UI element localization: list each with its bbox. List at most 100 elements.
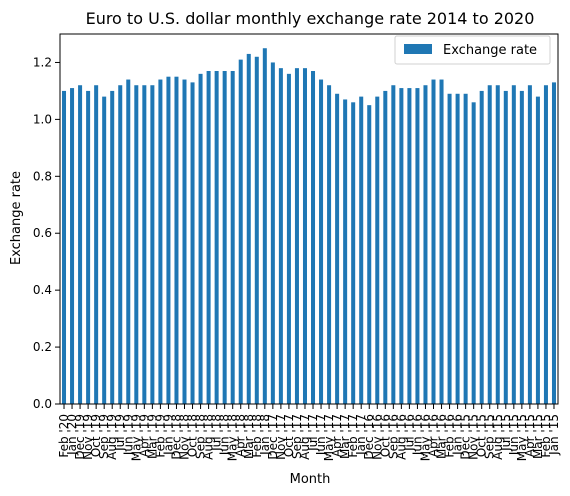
- x-tick-label: Oct '17: [282, 414, 296, 457]
- y-tick-label: 1.0: [33, 112, 52, 126]
- bar: [535, 96, 540, 404]
- x-tick-label: Mar '16: [435, 414, 449, 459]
- bar: [399, 88, 404, 405]
- y-tick-label: 0.4: [33, 283, 52, 297]
- x-tick-label: Nov '17: [274, 414, 288, 460]
- chart-title: Euro to U.S. dollar monthly exchange rat…: [86, 9, 535, 28]
- x-tick-label: Apr '15: [523, 414, 537, 457]
- bar: [134, 85, 139, 404]
- bar: [407, 88, 412, 405]
- bar: [126, 79, 131, 405]
- bar: [367, 105, 372, 405]
- bar: [463, 93, 468, 405]
- bar: [423, 85, 428, 404]
- x-tick-label: Feb '18: [250, 414, 264, 458]
- x-tick-label: Jul '15: [499, 414, 513, 452]
- x-tick-label: Aug '19: [105, 414, 119, 460]
- x-tick-label: Jan '19: [161, 414, 175, 456]
- bar: [519, 90, 524, 404]
- bar: [511, 85, 516, 404]
- bar: [198, 73, 203, 404]
- bar: [158, 79, 163, 405]
- x-tick-label: Jun '15: [507, 414, 521, 456]
- bar: [302, 68, 307, 405]
- bar: [110, 90, 115, 404]
- bar: [70, 88, 75, 405]
- bar: [495, 85, 500, 404]
- x-tick-label: Aug '16: [394, 414, 408, 460]
- bar: [294, 68, 299, 405]
- x-tick-label: Jul '19: [113, 414, 127, 452]
- bar: [503, 90, 508, 404]
- bar: [78, 85, 83, 404]
- x-tick-label: Oct '19: [89, 414, 103, 457]
- x-tick-label: May '16: [418, 414, 432, 461]
- x-tick-label: Nov '16: [370, 414, 384, 460]
- legend-box: [394, 35, 551, 65]
- x-tick-label: Jan '20: [65, 414, 79, 456]
- x-tick-label: Jun '16: [410, 414, 424, 456]
- x-tick-label: Feb '15: [539, 414, 553, 458]
- x-axis-label: Month: [290, 472, 331, 487]
- y-tick-label: 0.8: [33, 169, 52, 183]
- x-tick-label: Aug '15: [491, 414, 505, 460]
- x-tick-label: May '18: [226, 414, 240, 461]
- x-tick-label: Sep '16: [386, 414, 400, 459]
- x-tick-label: Feb '16: [443, 414, 457, 458]
- legend-label: Exchange rate: [443, 43, 537, 58]
- x-tick-label: Jul '18: [210, 414, 224, 452]
- x-tick-label: Mar '18: [242, 414, 256, 459]
- x-tick-label: Feb '19: [153, 414, 167, 458]
- x-tick-label: Apr '16: [427, 414, 441, 457]
- x-tick-label: Nov '15: [467, 414, 481, 460]
- x-tick-label: May '19: [129, 414, 143, 461]
- x-tick-label: Oct '15: [475, 414, 489, 457]
- x-tick-label: Apr '17: [330, 414, 344, 457]
- x-tick-label: Mar '19: [145, 414, 159, 459]
- x-tick-label: Jul '17: [306, 414, 320, 452]
- x-tick-label: Jun '18: [218, 414, 232, 456]
- legend: Exchange rate: [394, 35, 551, 65]
- y-tick-label: 0.6: [33, 226, 52, 240]
- x-tick-label: Sep '17: [290, 414, 304, 459]
- bar: [150, 85, 155, 404]
- x-tick-label: Dec '18: [169, 414, 183, 460]
- bar: [246, 53, 251, 405]
- x-tick-label: Jul '16: [402, 414, 416, 452]
- bar: [174, 76, 179, 404]
- bar: [286, 73, 291, 404]
- x-tick-label: Mar '15: [531, 414, 545, 459]
- x-tick-label: Dec '19: [73, 414, 87, 460]
- bar: [206, 71, 211, 404]
- bar: [222, 71, 227, 404]
- bar: [415, 88, 420, 405]
- bar: [479, 90, 484, 404]
- x-tick-label: Aug '18: [202, 414, 216, 460]
- bar: [471, 102, 476, 405]
- x-tick-label: Dec '17: [266, 414, 280, 460]
- bar: [238, 59, 243, 404]
- bar: [190, 82, 195, 404]
- bar: [527, 85, 532, 404]
- bar: [431, 79, 436, 405]
- x-tick-label: Feb '20: [57, 414, 71, 458]
- bar: [278, 68, 283, 405]
- bar: [182, 79, 187, 405]
- x-tick-label: Oct '18: [186, 414, 200, 457]
- bar: [262, 48, 267, 404]
- bar: [327, 85, 332, 404]
- legend-swatch: [404, 44, 432, 54]
- bar: [439, 79, 444, 405]
- bar: [319, 79, 324, 405]
- x-tick-label: Jan '18: [258, 414, 272, 456]
- x-tick-label: May '15: [515, 414, 529, 461]
- x-tick-label: Mar '17: [338, 414, 352, 459]
- x-tick-label: Jan '15: [547, 414, 561, 456]
- x-tick-label: Dec '15: [459, 414, 473, 460]
- bar: [359, 96, 364, 404]
- bar: [230, 71, 235, 404]
- bar: [447, 93, 452, 405]
- bar: [391, 85, 396, 404]
